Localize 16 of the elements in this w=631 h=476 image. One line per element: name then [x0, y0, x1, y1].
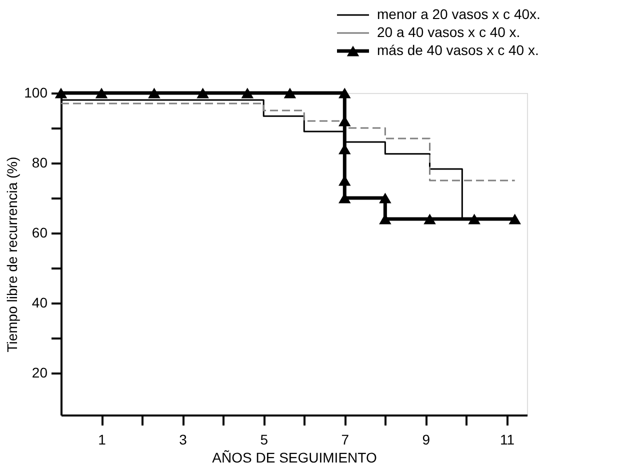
y-tick-label: 60 — [32, 224, 48, 240]
x-tick-label: 9 — [422, 432, 430, 448]
x-tick-label: 7 — [341, 432, 350, 448]
legend-label: 20 a 40 vasos x c 40 x. — [377, 24, 520, 40]
y-tick-label: 80 — [32, 154, 48, 170]
y-tick-label: 40 — [32, 294, 48, 310]
y-tick-label: 100 — [24, 84, 48, 100]
x-tick-label: 3 — [179, 432, 188, 448]
y-axis-title: Tiempo libre de recurrencia (%) — [4, 156, 20, 352]
x-tick-label: 11 — [500, 432, 515, 448]
legend-label: menor a 20 vasos x c 40x. — [377, 6, 540, 22]
x-tick-label: 1 — [98, 432, 106, 448]
y-tick-label: 20 — [32, 364, 48, 380]
x-axis-title: AÑOS DE SEGUIMIENTO — [212, 450, 377, 466]
x-tick-label: 5 — [260, 432, 268, 448]
legend-label: más de 40 vasos x c 40 x. — [377, 42, 539, 58]
